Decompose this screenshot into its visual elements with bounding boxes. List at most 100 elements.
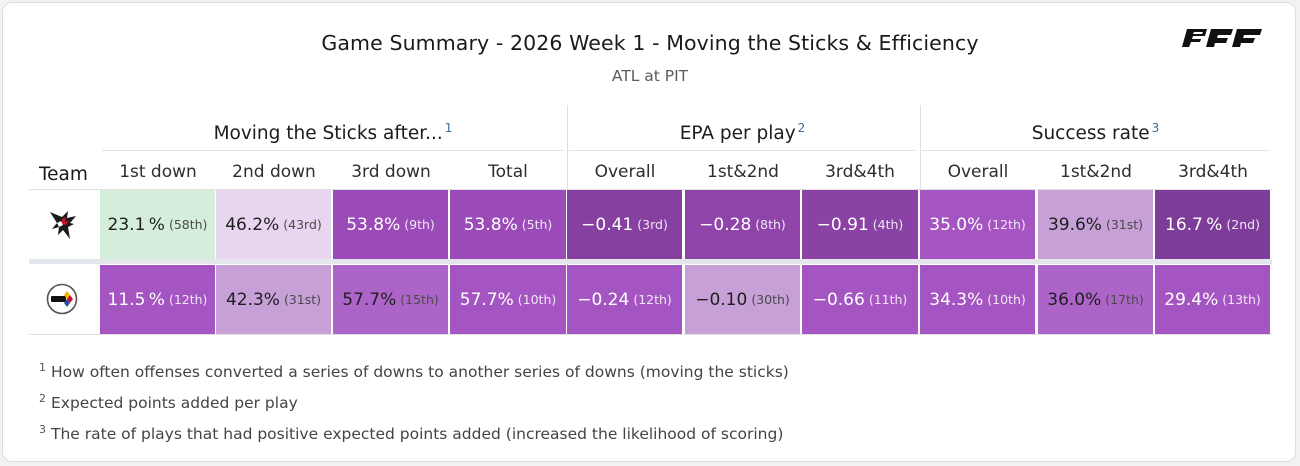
stat-cell: −0.66 (11th) <box>802 265 918 334</box>
stat-cell: −0.91 (4th) <box>802 190 918 259</box>
stat-cell: −0.41 (3rd) <box>567 190 682 259</box>
group-header: EPA per play 2 <box>567 121 918 144</box>
group-header-note: 1 <box>444 121 453 135</box>
stat-cell: 42.3% (31st) <box>216 265 331 334</box>
footnote-text: The rate of plays that had positive expe… <box>51 425 784 444</box>
stat-rank: (4th) <box>872 217 904 232</box>
stat-rank: (11th) <box>868 292 908 307</box>
stat-rank: (9th) <box>404 217 435 232</box>
stat-cell: 11.5 % (12th) <box>100 265 215 334</box>
stat-rank: (31st) <box>283 292 322 307</box>
group-header: Moving the Sticks after... 1 <box>100 121 566 144</box>
group-header-underline <box>102 150 564 151</box>
stat-cell: 57.7% (15th) <box>333 265 448 334</box>
column-header: Overall <box>594 162 656 182</box>
stat-value: −0.66 <box>812 289 865 310</box>
footnote: 1 How often offenses converted a series o… <box>39 361 789 381</box>
group-header-label: Success rate <box>1031 123 1150 145</box>
stat-rank: (10th) <box>517 292 557 307</box>
stat-rank: (13th) <box>1222 292 1261 307</box>
column-header: 1st down <box>119 162 197 182</box>
footnote-mark: 3 <box>39 423 46 436</box>
stat-value: 23.1 % <box>107 214 165 235</box>
stat-value: 53.8% <box>346 214 401 235</box>
stat-value: 57.7% <box>459 289 514 310</box>
stat-value: −0.41 <box>581 214 634 235</box>
column-header: 1st&2nd <box>1060 162 1132 182</box>
stat-value: 11.5 % <box>107 289 165 310</box>
stat-rank: (43rd) <box>283 217 322 232</box>
stat-value: 46.2% <box>225 214 280 235</box>
stat-rank: (30th) <box>751 292 790 307</box>
group-header-underline <box>569 150 916 151</box>
stat-rank: (5th) <box>521 217 553 232</box>
stat-cell: 29.4% (13th) <box>1155 265 1270 334</box>
stat-rank: (15th) <box>400 292 439 307</box>
stat-value: −0.28 <box>699 214 752 235</box>
stat-rank: (12th) <box>987 217 1026 232</box>
stat-cell: 16.7 % (2nd) <box>1155 190 1270 259</box>
stat-value: 34.3% <box>929 289 984 310</box>
stat-cell: 23.1 % (58th) <box>100 190 215 259</box>
stat-cell: 34.3% (10th) <box>920 265 1035 334</box>
column-header: 3rd&4th <box>825 162 895 182</box>
column-header: 1st&2nd <box>707 162 779 182</box>
column-header: 3rd&4th <box>1178 162 1248 182</box>
stat-rank: (8th) <box>755 217 786 232</box>
column-header: Total <box>488 162 528 182</box>
group-header-label: EPA per play <box>679 123 796 145</box>
page-subtitle: ATL at PIT <box>611 67 689 85</box>
group-header-label: Moving the Sticks after... <box>213 123 443 145</box>
pff-logo-icon <box>1182 29 1262 47</box>
column-header: Overall <box>947 162 1009 182</box>
table-bottom-rule <box>29 334 1272 335</box>
page-title: Game Summary - 2026 Week 1 - Moving the … <box>321 31 979 55</box>
stat-cell: −0.10 (30th) <box>685 265 800 334</box>
footnote-text: Expected points added per play <box>51 394 298 413</box>
row-separator <box>29 259 1272 264</box>
column-header: 3rd down <box>351 162 431 182</box>
stat-cell: 53.8% (9th) <box>333 190 448 259</box>
stat-value: 16.7 % <box>1165 214 1223 235</box>
stat-cell: 36.0% (17th) <box>1038 265 1153 334</box>
stat-rank: (10th) <box>987 292 1026 307</box>
stat-cell: 35.0% (12th) <box>920 190 1035 259</box>
stat-rank: (12th) <box>168 292 208 307</box>
stat-value: 57.7% <box>342 289 397 310</box>
stat-cell: 57.7% (10th) <box>450 265 566 334</box>
stat-cell: −0.24 (12th) <box>567 265 682 334</box>
stat-cell: 46.2% (43rd) <box>216 190 331 259</box>
stat-cell: 39.6% (31st) <box>1038 190 1153 259</box>
footnote: 3 The rate of plays that had positive exp… <box>39 423 783 443</box>
stat-cell: 53.8% (5th) <box>450 190 566 259</box>
footnote: 2 Expected points added per play <box>39 392 298 412</box>
stat-value: 35.0% <box>929 214 984 235</box>
stat-value: 39.6% <box>1047 214 1102 235</box>
group-header-note: 3 <box>1151 121 1160 135</box>
stat-value: 42.3% <box>225 289 280 310</box>
stat-rank: (17th) <box>1105 292 1144 307</box>
stat-value: −0.10 <box>695 289 748 310</box>
footnote-text: How often offenses converted a series of… <box>51 363 789 382</box>
header-rule <box>29 189 1272 190</box>
steelers-logo-icon <box>46 283 78 319</box>
stat-rank: (3rd) <box>637 217 668 232</box>
group-header: Success rate 3 <box>920 121 1271 144</box>
stat-rank: (12th) <box>633 292 672 307</box>
stat-value: 53.8% <box>463 214 518 235</box>
group-header-note: 2 <box>797 121 806 135</box>
stat-value: 29.4% <box>1164 289 1219 310</box>
stat-value: 36.0% <box>1047 289 1102 310</box>
footnote-mark: 2 <box>39 392 46 405</box>
stat-rank: (2nd) <box>1226 217 1260 232</box>
team-column-header: Team <box>39 164 88 185</box>
stat-rank: (58th) <box>168 217 208 232</box>
column-header: 2nd down <box>232 162 316 182</box>
stat-value: −0.24 <box>577 289 630 310</box>
stat-rank: (31st) <box>1105 217 1144 232</box>
stat-cell: −0.28 (8th) <box>685 190 800 259</box>
footnote-mark: 1 <box>39 361 46 374</box>
group-header-underline <box>922 150 1269 151</box>
stat-value: −0.91 <box>816 214 869 235</box>
